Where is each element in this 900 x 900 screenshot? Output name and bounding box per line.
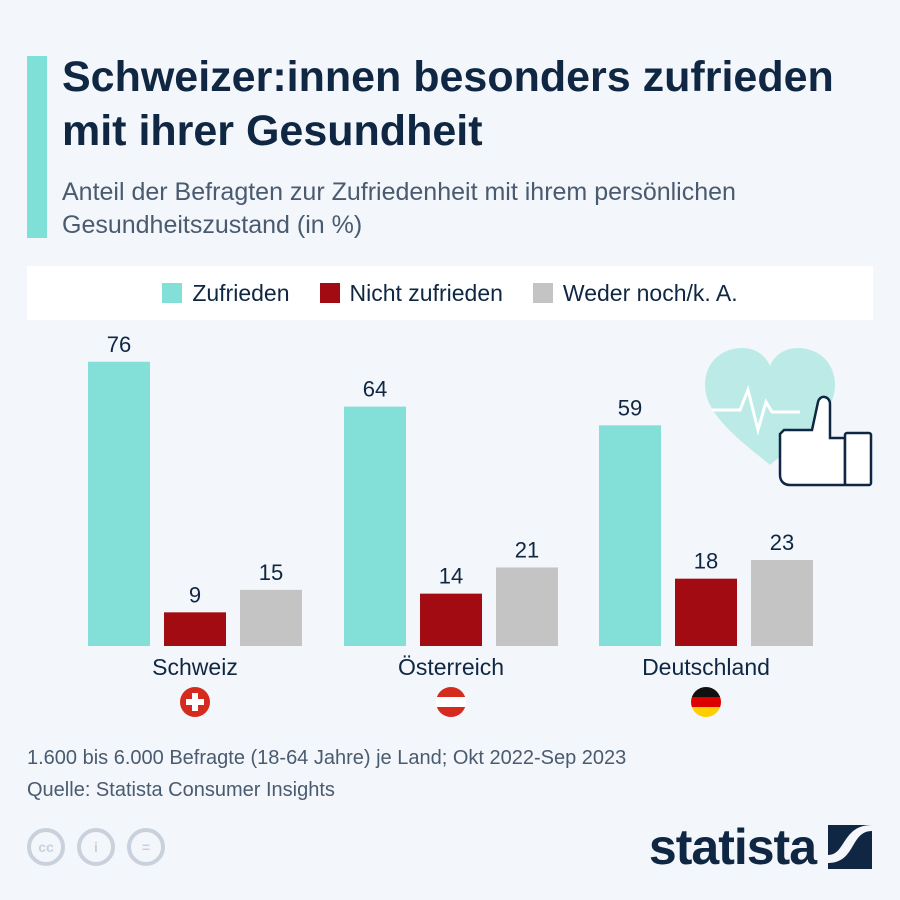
legend-item: Weder noch/k. A. (532, 279, 738, 307)
chart-subtitle: Anteil der Befragten zur Zufriedenheit m… (62, 178, 736, 239)
bar (496, 567, 558, 646)
germany-flag-icon (691, 687, 721, 717)
data-label: 76 (107, 332, 131, 357)
bar (675, 578, 737, 646)
survey-note: 1.600 bis 6.000 Befragte (18-64 Jahre) j… (27, 747, 627, 769)
statista-logo-mark-icon (828, 825, 872, 869)
legend-swatch (532, 283, 553, 303)
legend-label: Nicht zufrieden (349, 279, 503, 306)
bar (164, 612, 226, 646)
data-label: 14 (439, 564, 463, 589)
by-icon[interactable]: i (77, 828, 115, 866)
data-label: 9 (189, 582, 201, 607)
source: Quelle: Statista Consumer Insights (27, 779, 335, 801)
legend-swatch (319, 283, 340, 303)
bar-chart: 76 9 15 Schweiz 64 14 21 Österreich 59 18 23 Deutsc… (88, 332, 873, 717)
data-label: 15 (259, 560, 283, 585)
category-label: Deutschland (642, 654, 770, 680)
accent-bar (27, 56, 47, 238)
license-icons: cc i = (27, 828, 165, 866)
bar (420, 593, 482, 646)
bar (88, 361, 150, 646)
heart-thumbs-up-icon (705, 348, 873, 487)
swiss-flag-icon (180, 687, 210, 717)
legend-item: Zufrieden (162, 279, 290, 307)
category-label: Österreich (398, 654, 504, 680)
statista-logo: statista (649, 818, 872, 876)
bar (344, 406, 406, 646)
austria-flag-icon (436, 687, 466, 717)
data-label: 21 (515, 537, 539, 562)
footnote: 1.600 bis 6.000 Befragte (18-64 Jahre) j… (27, 742, 626, 806)
category-label: Schweiz (152, 654, 238, 680)
legend-label: Zufrieden (192, 279, 290, 306)
data-label: 18 (694, 549, 718, 574)
data-label: 64 (363, 377, 387, 402)
cc-icon[interactable]: cc (27, 828, 65, 866)
legend-item: Nicht zufrieden (319, 279, 503, 307)
legend: Zufrieden Nicht zufrieden Weder noch/k. … (27, 266, 873, 320)
data-label: 59 (618, 395, 642, 420)
legend-label: Weder noch/k. A. (562, 279, 738, 306)
chart-title: Schweizer:innen besonders zufrieden mit … (62, 53, 834, 155)
nd-icon[interactable]: = (127, 828, 165, 866)
legend-swatch (162, 283, 183, 303)
bar (599, 425, 661, 646)
data-label: 23 (770, 530, 794, 555)
bar (751, 559, 813, 646)
bar (240, 589, 302, 646)
